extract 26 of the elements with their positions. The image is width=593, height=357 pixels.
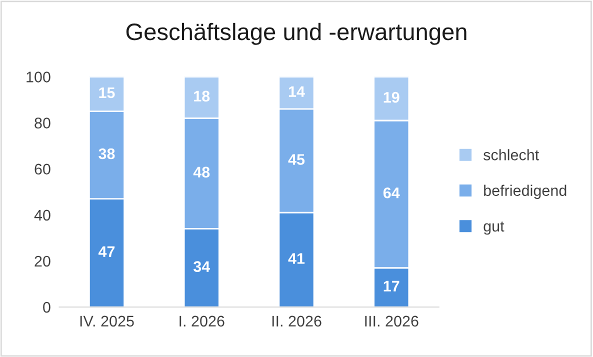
data-label: 15 [99,87,115,98]
data-label: 19 [384,92,400,103]
data-label: 17 [384,280,400,292]
chart-title: Geschäftslage und -erwartungen [126,22,466,45]
y-tick-label: 20 [34,256,50,267]
data-label: 45 [288,154,305,165]
x-tick-label: II. 2026 [272,316,322,327]
x-tick-label: I. 2026 [180,316,224,327]
data-label: 14 [288,86,305,97]
data-label: 48 [193,166,210,178]
y-tick-label: 80 [34,118,50,128]
data-label: 18 [194,90,210,102]
x-tick-label: III. 2026 [365,316,418,327]
data-label: 38 [98,148,115,160]
data-label: 64 [383,187,400,198]
data-label: 47 [98,246,115,257]
legend-label: schlecht [484,149,540,160]
legend-label: befriedigend [484,184,566,200]
data-label: 34 [193,261,210,272]
y-tick-label: 60 [34,164,50,175]
y-tick-label: 100 [26,72,50,82]
legend-label: gut [484,222,504,235]
x-tick-label: IV. 2025 [80,316,134,327]
y-tick-label: 40 [34,210,50,221]
data-label: 41 [288,253,305,264]
y-tick-label: 0 [43,302,50,313]
